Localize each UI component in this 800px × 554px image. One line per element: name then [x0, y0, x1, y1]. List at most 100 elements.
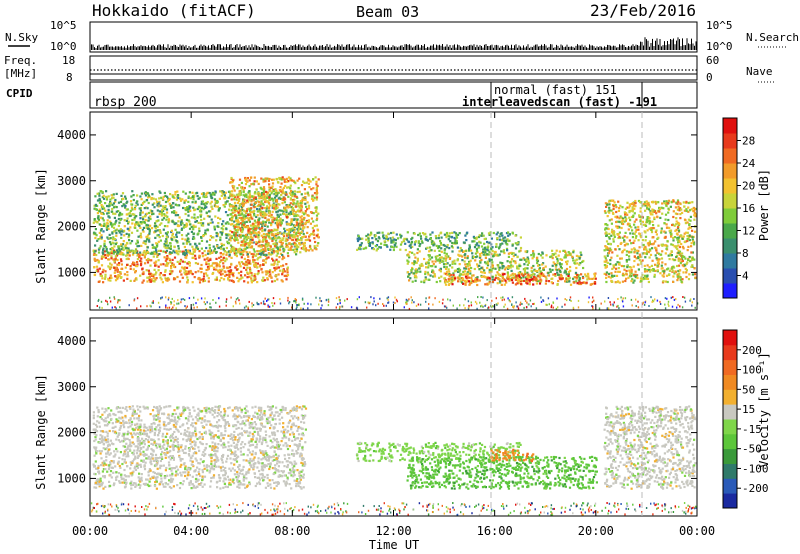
heatmap-cell [156, 225, 159, 228]
heatmap-cell [157, 205, 160, 208]
heatmap-cell [608, 272, 611, 275]
heatmap-cell [459, 280, 462, 283]
heatmap-cell [265, 200, 268, 203]
heatmap-cell [451, 283, 454, 286]
heatmap-cell [285, 213, 288, 216]
heatmap-cell [136, 203, 139, 206]
heatmap-cell [235, 217, 238, 220]
heatmap-cell [232, 275, 235, 278]
heatmap-cell [532, 279, 535, 282]
heatmap-cell [651, 259, 654, 262]
heatmap-cell [375, 238, 378, 241]
heatmap-cell [417, 242, 420, 245]
heatmap-cell [138, 244, 141, 248]
heatmap-cell [259, 205, 262, 208]
heatmap-cell [276, 250, 279, 253]
heatmap-cell [113, 271, 116, 274]
heatmap-cell [387, 232, 390, 235]
heatmap-cell [187, 214, 190, 217]
heatmap-cell [108, 203, 111, 206]
heatmap-cell [255, 188, 258, 191]
heatmap-cell [681, 252, 684, 255]
heatmap-cell [184, 249, 187, 252]
heatmap-cell [264, 248, 267, 251]
heatmap-cell [278, 221, 281, 225]
heatmap-cell [121, 246, 124, 249]
heatmap-cell [431, 260, 434, 263]
heatmap-cell [651, 247, 654, 250]
heatmap-cell [150, 259, 153, 262]
heatmap-cell [286, 234, 289, 237]
heatmap-cell [164, 269, 167, 272]
heatmap-cell [134, 250, 137, 253]
heatmap-cell [661, 261, 664, 264]
heatmap-cell [157, 234, 160, 237]
heatmap-cell [272, 238, 275, 241]
heatmap-cell [260, 250, 263, 253]
heatmap-cell [236, 198, 239, 201]
heatmap-cell [243, 221, 246, 224]
heatmap-cell [634, 273, 637, 276]
heatmap-cell [228, 275, 231, 278]
heatmap-cell [147, 224, 150, 227]
heatmap-cell [194, 271, 197, 274]
heatmap-cell [556, 259, 559, 262]
heatmap-cell [169, 261, 172, 264]
heatmap-cell [487, 249, 490, 252]
heatmap-cell [107, 265, 110, 268]
heatmap-cell [168, 257, 171, 260]
heatmap-cell [93, 257, 96, 260]
heatmap-cell [191, 195, 194, 199]
heatmap-cell [315, 180, 318, 183]
heatmap-cell [437, 234, 440, 237]
heatmap-cell [178, 231, 181, 234]
heatmap-cell [301, 224, 304, 227]
heatmap-cell [643, 201, 646, 204]
heatmap-cell [528, 283, 531, 286]
heatmap-cell [501, 238, 504, 242]
heatmap-cell [276, 206, 279, 209]
heatmap-cell [226, 266, 229, 270]
heatmap-cell [627, 276, 630, 279]
heatmap-cell [617, 280, 620, 283]
heatmap-cell [483, 247, 486, 250]
heatmap-cell [470, 280, 473, 283]
heatmap-cell [537, 275, 540, 278]
heatmap-cell [181, 260, 184, 263]
heatmap-cell [176, 224, 179, 228]
heatmap-cell [177, 196, 180, 200]
heatmap-cell [482, 250, 485, 254]
heatmap-cell [281, 242, 284, 245]
heatmap-cell [267, 179, 270, 182]
heatmap-cell [660, 206, 663, 209]
heatmap-cell [173, 256, 177, 259]
heatmap-cell [461, 281, 464, 284]
heatmap-cell [568, 253, 571, 256]
heatmap-cell [556, 273, 560, 276]
heatmap-cell [173, 222, 176, 226]
heatmap-cell [122, 197, 125, 200]
heatmap-cell [266, 278, 269, 281]
heatmap-cell [408, 273, 411, 276]
heatmap-cell [234, 223, 237, 227]
heatmap-cell [165, 263, 168, 266]
heatmap-cell [452, 273, 455, 277]
heatmap-cell [572, 251, 575, 254]
heatmap-cell [433, 274, 436, 277]
heatmap-cell [219, 231, 222, 234]
heatmap-cell [569, 265, 572, 269]
heatmap-cell [262, 186, 266, 189]
heatmap-cell [296, 218, 299, 221]
heatmap-cell [245, 235, 248, 238]
heatmap-cell [139, 217, 142, 220]
heatmap-cell [242, 194, 245, 197]
heatmap-cell [536, 278, 539, 281]
heatmap-cell [464, 256, 467, 259]
heatmap-cell [234, 231, 237, 235]
heatmap-cell [515, 276, 518, 279]
heatmap-cell [298, 226, 301, 229]
heatmap-cell [440, 256, 443, 259]
heatmap-cell [378, 246, 381, 249]
heatmap-cell [142, 241, 145, 244]
heatmap-cell [517, 282, 520, 285]
